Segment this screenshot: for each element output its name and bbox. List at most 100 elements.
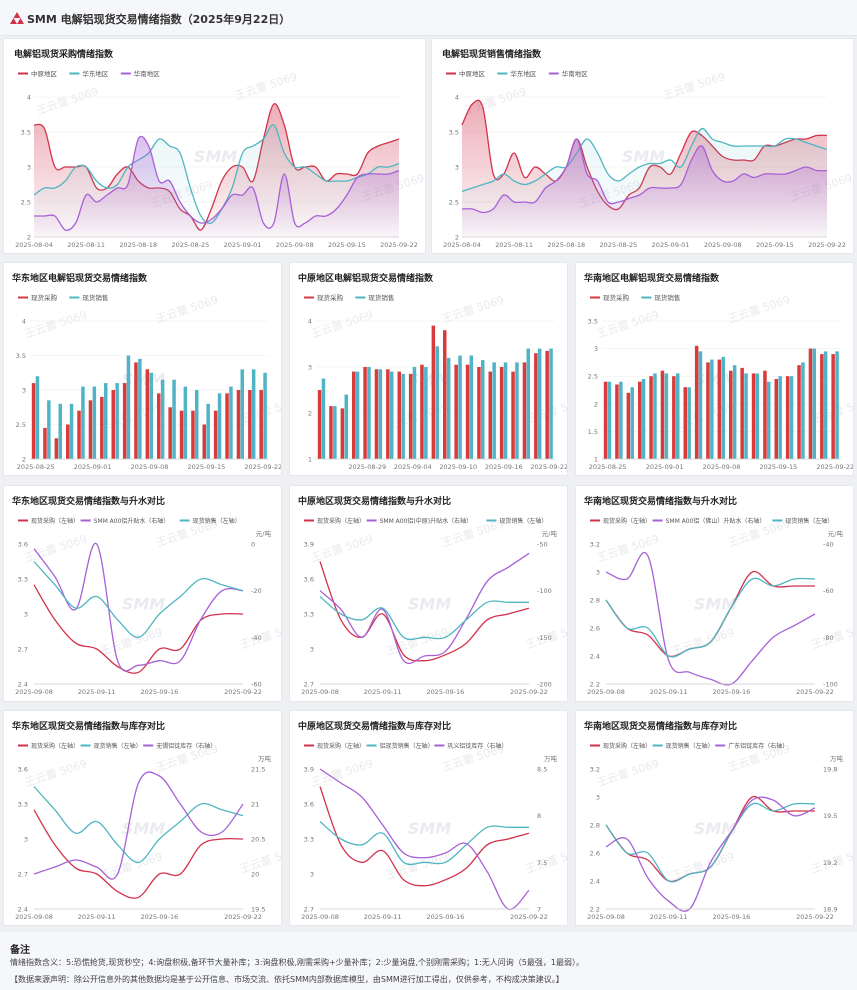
- bar: [615, 384, 619, 459]
- chart-title: 中原地区现货交易情绪指数与升水对比: [298, 495, 451, 507]
- bar: [340, 408, 345, 459]
- legend-label: 华南地区: [562, 69, 589, 78]
- bar: [66, 424, 70, 459]
- bar: [206, 403, 210, 459]
- chart-panel-central-inventory: 王云蕾 5069 王云蕾 5069 王云蕾 5069 王云蕾 5069 SMM 中原地区现…: [289, 710, 568, 926]
- bar: [122, 383, 127, 459]
- series-line: [605, 577, 816, 658]
- right-tick-label: 19.8: [823, 766, 837, 774]
- y-tick-label: 3.5: [21, 129, 31, 137]
- bar: [721, 356, 725, 459]
- right-tick-label: -100: [823, 681, 838, 689]
- y-tick-label: 3: [594, 345, 598, 353]
- bar: [820, 354, 824, 459]
- bar: [126, 355, 131, 459]
- watermark-brand: SMM: [122, 819, 165, 838]
- right-tick-label: 19.5: [251, 906, 265, 914]
- series-line: [605, 796, 816, 912]
- bar: [390, 371, 394, 459]
- watermark-text: 王云蕾 5069: [671, 850, 736, 882]
- left-tick-label: 2.4: [590, 653, 600, 661]
- left-tick-label: 2.8: [590, 822, 600, 830]
- watermark-brand: SMM: [122, 370, 165, 389]
- chart-panel-central-premium: 王云蕾 5069 王云蕾 5069 王云蕾 5069 王云蕾 5069 SMM 中原地区现…: [289, 485, 568, 702]
- y-tick-label: 4: [22, 318, 26, 326]
- watermark-text: 王云蕾 5069: [309, 308, 374, 340]
- legend-label: 铝现货销售（左轴）: [380, 742, 434, 750]
- x-tick-label: 2025-09-11: [78, 688, 116, 696]
- x-tick-label: 2025-09-11: [364, 913, 402, 921]
- bar: [54, 438, 59, 459]
- legend-label: 巩义铝锭库存（右轴）: [447, 742, 507, 750]
- x-tick-label: 2025-09-22: [224, 913, 262, 921]
- watermark-text: 王云蕾 5069: [35, 85, 100, 117]
- bar: [43, 427, 47, 459]
- watermark-text: 王云蕾 5069: [595, 308, 660, 340]
- bar: [823, 351, 828, 459]
- legend-label: 现货销售（左轴）: [193, 517, 241, 525]
- x-tick-label: 2025-09-04: [394, 463, 432, 471]
- bar: [329, 406, 333, 459]
- x-tick-label: 2025-09-16: [427, 913, 465, 921]
- legend-label: 华东地区: [82, 69, 109, 78]
- left-tick-label: 3.3: [304, 611, 314, 619]
- x-tick-label: 2025-08-18: [119, 241, 157, 249]
- bar: [443, 330, 447, 459]
- right-axis-unit: 万吨: [544, 754, 558, 763]
- bar: [469, 355, 474, 459]
- y-tick-label: 3: [27, 164, 31, 172]
- right-axis-unit: 万吨: [830, 754, 844, 763]
- watermark-text: 王云蕾 5069: [99, 400, 164, 432]
- legend-label: 现货采购（左轴）: [31, 742, 79, 750]
- left-tick-label: 3: [24, 836, 28, 844]
- watermark-text: 王云蕾 5069: [234, 70, 299, 102]
- left-tick-label: 3.6: [304, 576, 314, 584]
- left-tick-label: 2.7: [18, 871, 28, 879]
- bar: [183, 386, 188, 459]
- watermark-brand: SMM: [622, 147, 665, 166]
- bar: [412, 367, 417, 459]
- watermark-text: 王云蕾 5069: [309, 533, 374, 565]
- left-tick-label: 2.6: [590, 850, 600, 858]
- legend-label: 华南地区: [134, 69, 161, 78]
- chart-panel-south-bar: 王云蕾 5069 王云蕾 5069 王云蕾 5069 王云蕾 5069 SMM 华南地区电…: [575, 262, 854, 476]
- right-tick-label: -200: [537, 681, 552, 689]
- y-tick-label: 3.5: [588, 318, 598, 326]
- left-tick-label: 2.7: [18, 646, 28, 654]
- watermark-text: 王云蕾 5069: [23, 533, 88, 565]
- bar: [374, 369, 379, 459]
- bar: [100, 396, 104, 459]
- x-tick-label: 2025-09-22: [816, 463, 854, 471]
- right-tick-label: -150: [537, 634, 552, 642]
- bar: [191, 410, 195, 459]
- bar: [378, 369, 383, 459]
- y-tick-label: 3: [308, 364, 312, 372]
- chart-panel-east-premium: 王云蕾 5069 王云蕾 5069 王云蕾 5069 王云蕾 5069 SMM 华东地区现…: [3, 485, 282, 702]
- bar: [477, 367, 481, 459]
- bar: [424, 367, 428, 459]
- x-tick-label: 2025-09-08: [587, 688, 625, 696]
- chart-title: 中原地区电解铝现货交易情绪指数: [298, 272, 434, 284]
- legend-label: 现货采购（左轴）: [31, 517, 79, 525]
- legend-label: 现货销售: [654, 293, 680, 302]
- bar: [717, 359, 722, 459]
- legend-label: 现货采购（左轴）: [317, 742, 365, 750]
- bar: [367, 367, 371, 459]
- x-tick-label: 2025-09-08: [587, 913, 625, 921]
- right-tick-label: -40: [251, 634, 262, 642]
- chart-panel-east-bar: 王云蕾 5069 王云蕾 5069 王云蕾 5069 王云蕾 5069 SMM 华东地区电…: [3, 262, 282, 476]
- chart-title: 中原地区现货交易情绪指数与库存对比: [298, 720, 451, 732]
- bar: [202, 424, 206, 459]
- x-tick-label: 2025-09-08: [703, 463, 741, 471]
- chart-panel-south-premium: 王云蕾 5069 王云蕾 5069 王云蕾 5069 王云蕾 5069 SMM 华南地区现…: [575, 485, 854, 702]
- x-tick-label: 2025-08-25: [17, 463, 55, 471]
- right-tick-label: 20.5: [251, 836, 265, 844]
- watermark-brand: SMM: [694, 819, 737, 838]
- x-tick-label: 2025-09-16: [713, 913, 751, 921]
- bar: [363, 367, 367, 459]
- legend-label: 现货销售（左轴）: [666, 742, 714, 750]
- watermark-brand: SMM: [408, 370, 451, 389]
